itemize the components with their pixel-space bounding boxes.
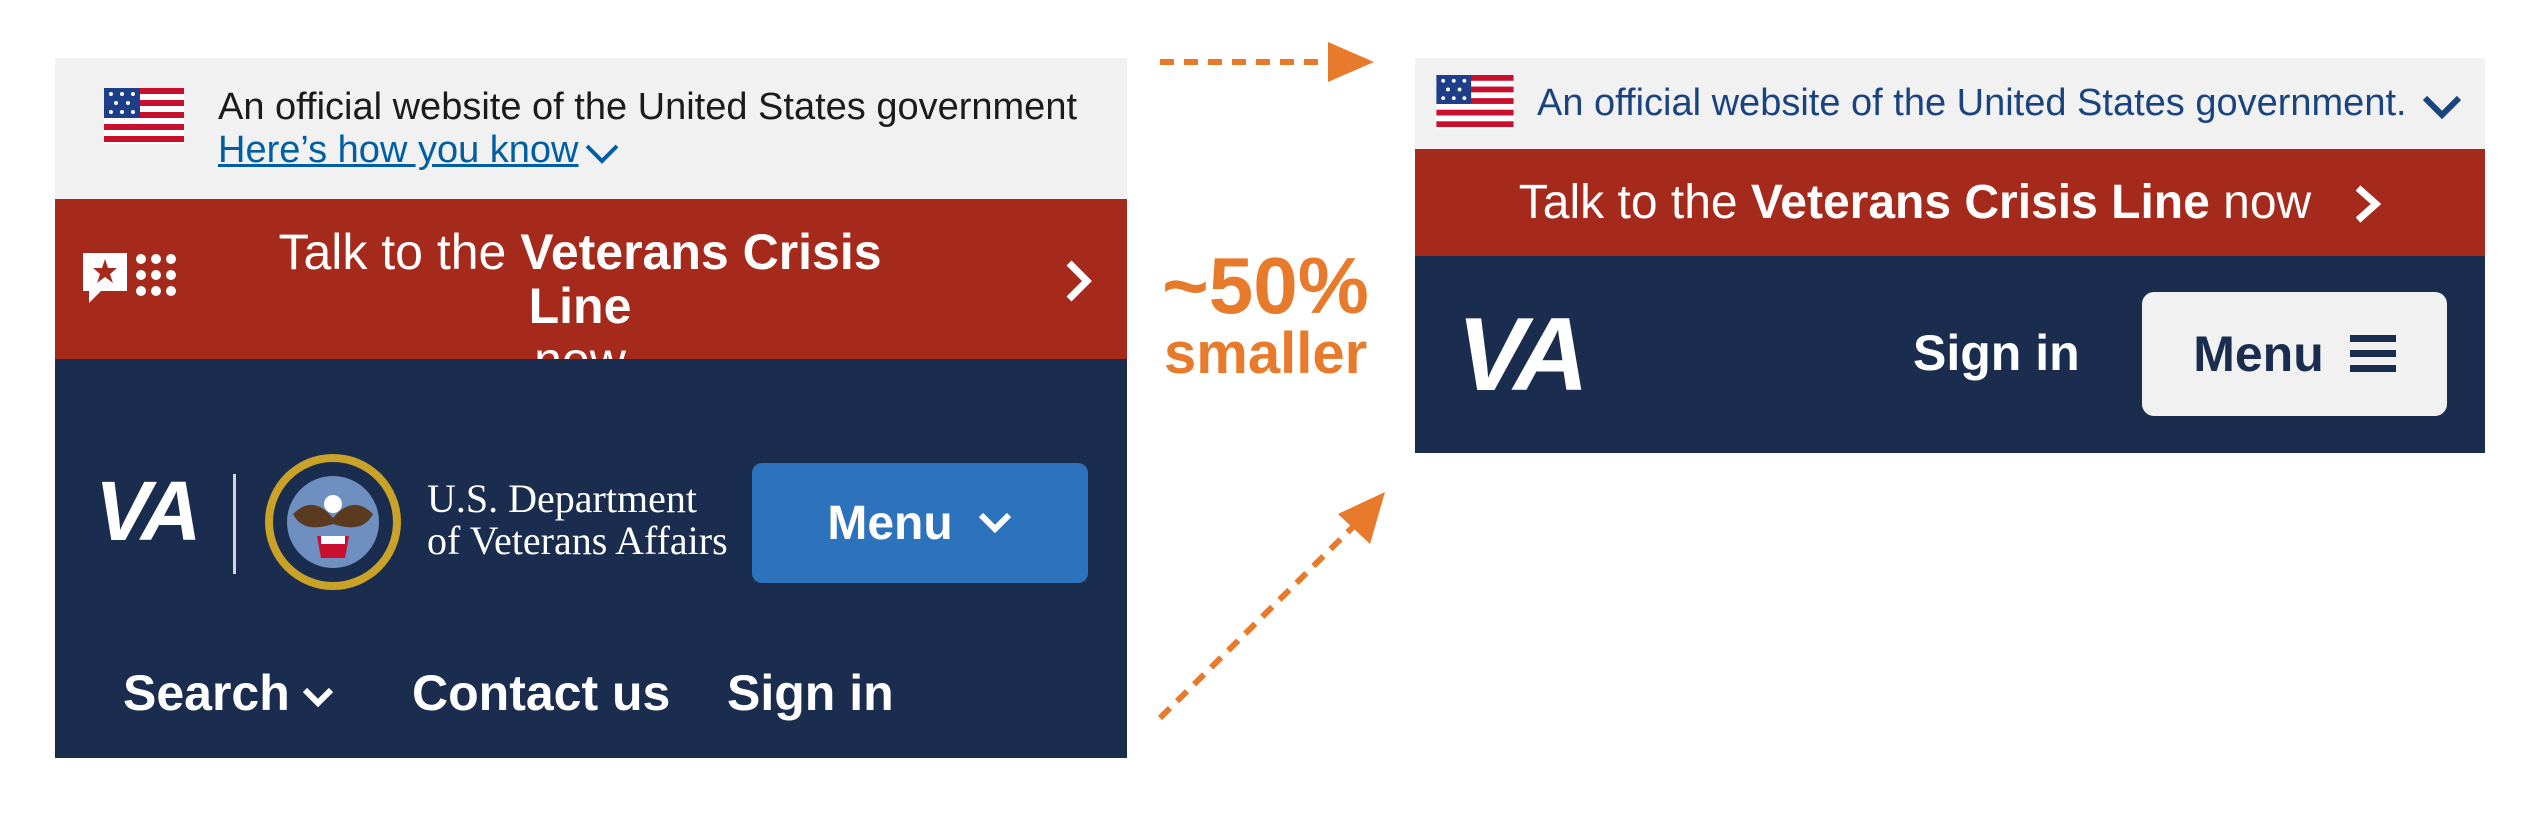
department-name-line2: of Veterans Affairs <box>427 518 728 563</box>
crisis-prefix: Talk to the <box>1518 176 1751 229</box>
crisis-line-bar[interactable]: Talk to the Veterans Crisis Line now <box>1415 149 2485 256</box>
size-reduction-sublabel: smaller <box>1164 321 1368 386</box>
crisis-bold: Veterans Crisis Line <box>1750 176 2210 229</box>
chevron-down-icon <box>978 512 1011 534</box>
va-logo[interactable]: VA <box>95 464 201 558</box>
menu-button[interactable]: Menu <box>752 463 1088 583</box>
new-header: An official website of the United States… <box>1415 58 2485 453</box>
crisis-line-bar[interactable]: Talk to the Veterans Crisis Line now <box>55 199 1127 387</box>
sign-in-link[interactable]: Sign in <box>1913 325 2080 381</box>
size-reduction-label: ~50% <box>1162 241 1369 330</box>
crisis-line-text: Talk to the Veterans Crisis Line now <box>235 225 1095 387</box>
crisis-bold: Veterans Crisis Line <box>520 224 882 334</box>
menu-button-label: Menu <box>2193 326 2324 382</box>
chevron-right-icon <box>1066 260 1092 302</box>
chevron-right-icon <box>2355 185 2382 223</box>
official-website-text[interactable]: An official website of the United States… <box>1537 82 2407 124</box>
crisis-line-icon <box>83 253 176 303</box>
sign-in-link[interactable]: Sign in <box>727 665 894 721</box>
official-website-text: An official website of the United States… <box>218 86 1078 128</box>
va-logo[interactable]: VA <box>1457 297 1589 413</box>
menu-button[interactable]: Menu <box>2142 292 2447 416</box>
search-link[interactable]: Search <box>123 665 290 721</box>
chevron-down-icon[interactable] <box>2421 94 2463 120</box>
menu-button-label: Menu <box>827 496 953 550</box>
official-banner: An official website of the United States… <box>55 58 1127 199</box>
crisis-suffix: now <box>2209 176 2312 229</box>
official-banner[interactable]: An official website of the United States… <box>1415 58 2485 149</box>
chevron-down-icon[interactable] <box>583 141 621 167</box>
contact-us-link[interactable]: Contact us <box>412 665 671 721</box>
va-seal-icon <box>265 454 401 590</box>
crisis-line-text: Talk to the Veterans Crisis Line now <box>1415 175 2415 230</box>
old-header: An official website of the United States… <box>55 58 1127 758</box>
how-you-know-link[interactable]: Here’s how you know <box>218 129 579 171</box>
hamburger-icon <box>2349 335 2396 372</box>
us-flag-icon <box>104 88 184 144</box>
logo-divider <box>233 474 236 574</box>
department-name-line1: U.S. Department <box>427 476 697 521</box>
main-nav: VA Sign in Menu <box>1415 256 2485 453</box>
main-nav: VA U.S. Department of Veterans Affairs M… <box>55 359 1127 758</box>
crisis-prefix: Talk to the <box>278 224 521 280</box>
us-flag-icon <box>1436 75 1514 129</box>
chevron-down-icon[interactable] <box>301 686 335 708</box>
